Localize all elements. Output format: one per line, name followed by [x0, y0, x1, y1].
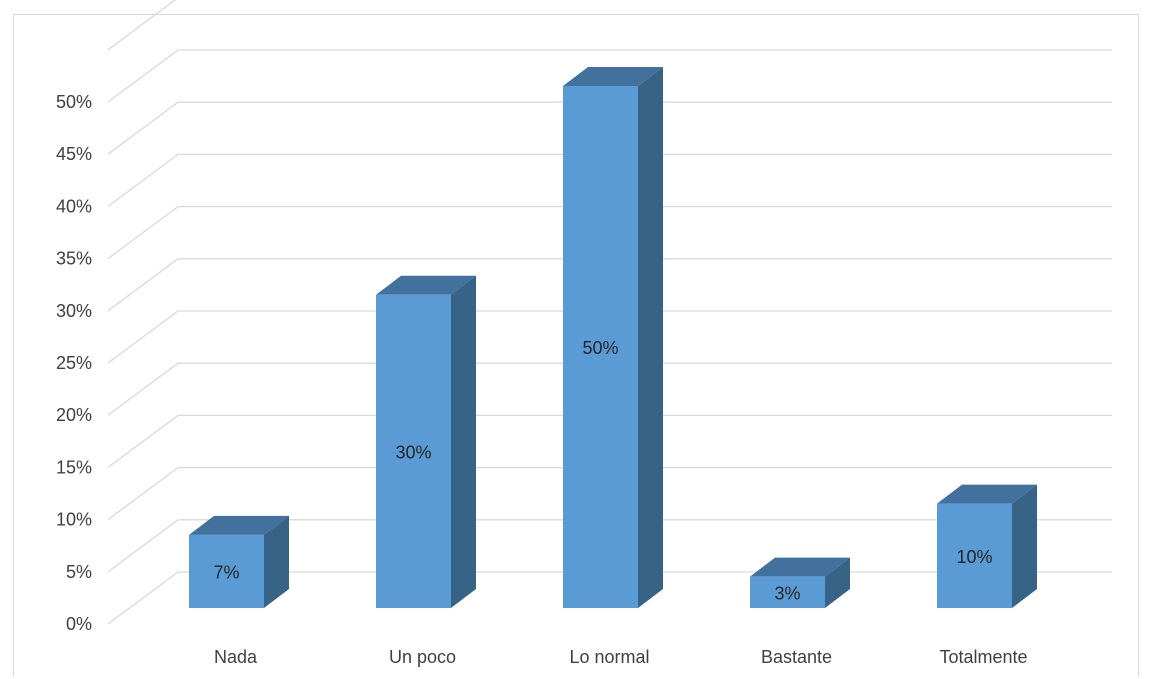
bar-side-face — [825, 557, 850, 608]
category-label: Un poco — [389, 647, 456, 667]
y-tick-label: 25% — [56, 353, 92, 373]
bar-side-face — [1012, 484, 1037, 608]
gridline-side — [107, 467, 179, 521]
data-label: 3% — [774, 583, 800, 603]
bar-top-face — [563, 67, 663, 86]
bar-side-face — [264, 515, 289, 608]
y-tick-label: 10% — [56, 510, 92, 530]
bar-un-poco — [376, 275, 476, 608]
y-tick-label: 30% — [56, 301, 92, 321]
y-axis-ticks: 0% 5% 10% 15% 20% 25% 30% 35% 40% 45% 50% — [56, 92, 92, 634]
bar-lo-normal — [563, 67, 663, 608]
category-label: Nada — [214, 647, 258, 667]
x-axis-categories: Nada Un poco Lo normal Bastante Totalmente — [214, 647, 1028, 667]
data-label: 30% — [395, 442, 431, 462]
data-label: 50% — [582, 338, 618, 358]
bar-front-face — [189, 534, 264, 608]
gridline-side — [107, 310, 179, 364]
data-labels: 7% 30% 50% 3% 10% — [213, 338, 992, 603]
y-tick-label: 20% — [56, 405, 92, 425]
bars — [189, 67, 1037, 608]
gridline-side — [107, 362, 179, 416]
gridline-side — [107, 414, 179, 468]
y-tick-label: 35% — [56, 249, 92, 269]
gridline-side — [107, 519, 179, 573]
gridline-side — [107, 101, 179, 155]
bar-top-face — [376, 275, 476, 295]
bar-front-face — [376, 294, 451, 608]
bar-nada — [189, 515, 289, 608]
bar-front-face — [937, 503, 1012, 608]
data-label: 7% — [213, 562, 239, 582]
gridline-side — [107, 258, 179, 312]
bar-front-face — [750, 576, 825, 608]
y-tick-label: 45% — [56, 144, 92, 164]
bar-side-face — [638, 67, 663, 608]
category-label: Lo normal — [569, 647, 649, 667]
bar-top-face — [750, 557, 850, 577]
gridline-side — [107, 206, 179, 260]
bar-totalmente — [937, 484, 1037, 608]
category-label: Bastante — [761, 647, 832, 667]
category-label: Totalmente — [939, 647, 1027, 667]
gridline-side — [107, 49, 179, 103]
bar-top-face — [189, 515, 289, 535]
gridline-side — [107, 153, 179, 207]
data-label: 10% — [956, 547, 992, 567]
bar-bastante — [750, 557, 850, 608]
y-tick-label: 50% — [56, 92, 92, 112]
bar-side-face — [451, 275, 476, 608]
bar-front-face — [563, 86, 638, 608]
y-tick-label: 40% — [56, 196, 92, 216]
gridline-side — [107, 571, 179, 625]
gridline-side — [107, 0, 177, 51]
y-tick-label: 0% — [66, 614, 92, 634]
y-tick-label: 15% — [56, 457, 92, 477]
bar-top-face — [937, 484, 1037, 504]
y-tick-label: 5% — [66, 562, 92, 582]
